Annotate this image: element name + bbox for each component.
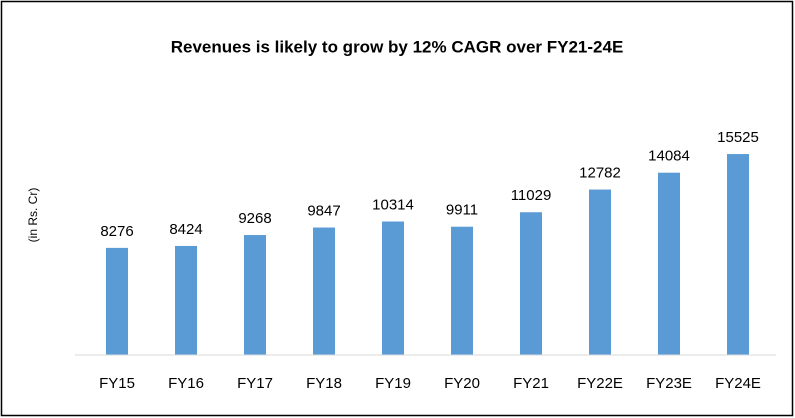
y-axis-label: (in Rs. Cr): [26, 188, 40, 243]
data-label: 10314: [372, 196, 414, 213]
bar: [451, 226, 473, 355]
x-tick-label: FY19: [375, 375, 411, 392]
chart-title: Revenues is likely to grow by 12% CAGR o…: [171, 37, 624, 56]
x-tick-label: FY17: [237, 375, 273, 392]
data-label: 14084: [648, 148, 690, 165]
bar: [727, 154, 749, 355]
x-tick-label: FY18: [306, 375, 342, 392]
bar: [244, 235, 266, 355]
x-tick-label: FY23E: [646, 375, 692, 392]
bar: [520, 212, 542, 355]
data-label: 8424: [169, 221, 202, 238]
data-label: 8276: [100, 223, 133, 240]
data-label: 9911: [446, 202, 478, 219]
x-tick-label: FY22E: [577, 375, 623, 392]
data-label: 12782: [579, 165, 621, 182]
bar: [382, 221, 404, 355]
data-label: 9847: [307, 203, 340, 220]
x-tick-label: FY16: [168, 375, 204, 392]
x-tick-label: FY15: [99, 375, 135, 392]
bar: [589, 189, 611, 355]
bar: [313, 227, 335, 355]
data-label: 9268: [238, 210, 271, 227]
x-tick-label: FY21: [513, 375, 549, 392]
x-tick-label: FY24E: [715, 375, 761, 392]
bar: [106, 247, 128, 355]
bar: [658, 172, 680, 355]
data-label: 15525: [717, 129, 759, 146]
data-label: 11029: [511, 187, 552, 204]
x-tick-label: FY20: [444, 375, 480, 392]
bar: [175, 245, 197, 355]
